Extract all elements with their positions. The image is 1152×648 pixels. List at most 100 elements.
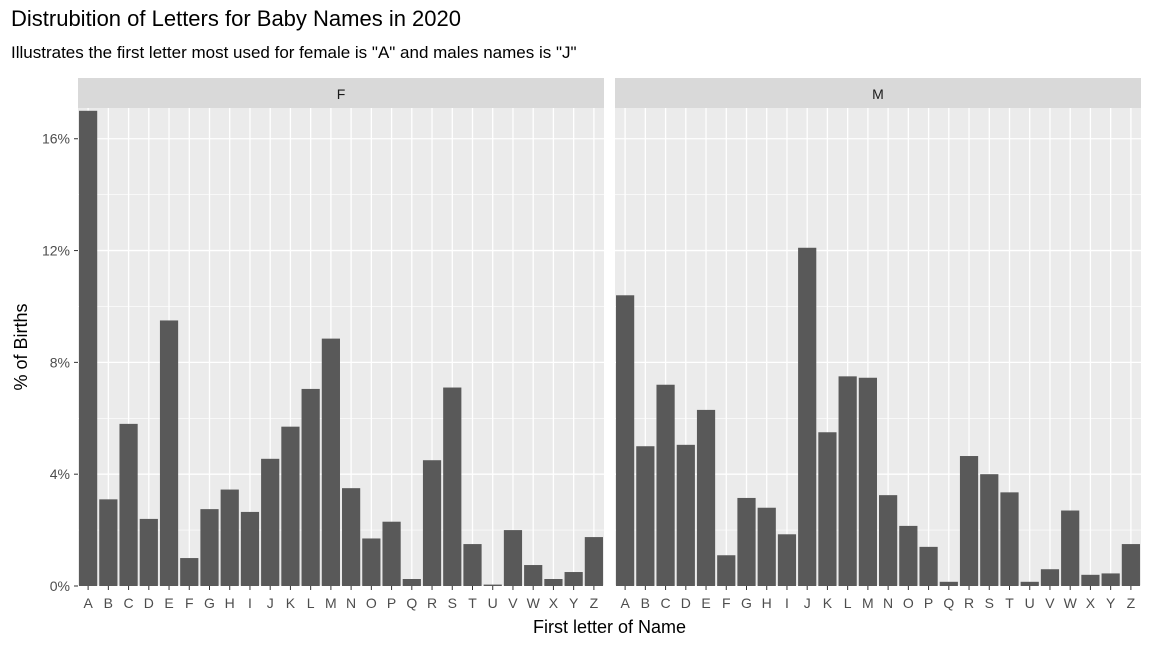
x-tick-label: G [204, 595, 215, 611]
bar-x [1081, 574, 1100, 586]
bar-n [879, 495, 898, 586]
bar-d [676, 444, 695, 586]
bar-j [261, 458, 280, 586]
x-tick-label: C [661, 595, 671, 611]
x-tick-label: E [164, 595, 173, 611]
bar-t [1000, 492, 1019, 586]
bar-z [584, 537, 603, 586]
bar-v [1040, 569, 1060, 586]
x-tick-label: Y [1106, 595, 1116, 611]
bar-f [180, 558, 199, 586]
bar-n [342, 488, 361, 586]
bar-a [616, 295, 635, 586]
bar-g [200, 509, 219, 586]
x-tick-label: X [1086, 595, 1096, 611]
facet-strip [615, 78, 1141, 108]
x-tick-label: U [1025, 595, 1035, 611]
bar-f [717, 555, 736, 586]
chart-subtitle: Illustrates the first letter most used f… [11, 43, 577, 62]
x-tick-label: J [267, 595, 274, 611]
x-tick-label: Q [406, 595, 417, 611]
y-tick-label: 4% [50, 466, 70, 482]
bar-e [159, 320, 179, 586]
x-tick-label: V [1045, 595, 1055, 611]
x-tick-label: R [427, 595, 437, 611]
x-tick-label: P [387, 595, 396, 611]
y-axis-title: % of Births [11, 303, 31, 390]
x-tick-label: T [468, 595, 477, 611]
bar-o [362, 538, 381, 586]
bar-r [959, 456, 979, 586]
bar-x [544, 579, 563, 586]
x-tick-label: J [804, 595, 811, 611]
bar-u [483, 584, 502, 586]
bar-w [524, 565, 543, 586]
bar-p [382, 521, 401, 586]
x-tick-label: X [549, 595, 559, 611]
bar-m [858, 377, 877, 586]
y-tick-label: 12% [42, 243, 70, 259]
x-tick-label: I [785, 595, 789, 611]
bar-o [899, 525, 918, 586]
x-tick-label: W [1064, 595, 1078, 611]
x-tick-label: V [508, 595, 518, 611]
x-tick-label: C [124, 595, 134, 611]
bar-i [777, 534, 797, 586]
x-tick-label: B [104, 595, 113, 611]
bar-s [980, 474, 999, 586]
bar-l [301, 388, 320, 586]
x-tick-label: L [844, 595, 852, 611]
x-tick-label: P [924, 595, 933, 611]
bar-g [737, 497, 756, 586]
bar-u [1020, 581, 1039, 586]
bar-y [1101, 573, 1120, 586]
x-tick-label: B [641, 595, 650, 611]
bar-e [696, 409, 716, 586]
bar-c [656, 384, 675, 586]
bar-m [321, 338, 340, 586]
x-tick-label: L [307, 595, 315, 611]
x-tick-label: D [144, 595, 154, 611]
bar-h [757, 507, 776, 586]
bar-y [564, 572, 583, 586]
x-tick-label: F [185, 595, 194, 611]
facet-label: M [872, 86, 884, 102]
x-tick-label: E [701, 595, 710, 611]
bar-q [402, 579, 421, 586]
bar-k [818, 432, 837, 586]
x-tick-label: A [83, 595, 93, 611]
x-tick-label: N [883, 595, 893, 611]
bar-q [939, 581, 958, 586]
x-tick-label: S [448, 595, 457, 611]
x-tick-label: O [903, 595, 914, 611]
x-tick-label: Z [1127, 595, 1136, 611]
x-tick-label: R [964, 595, 974, 611]
x-tick-label: A [620, 595, 630, 611]
x-tick-label: O [366, 595, 377, 611]
x-tick-label: K [286, 595, 296, 611]
facet-label: F [337, 86, 346, 102]
facet-strip [78, 78, 604, 108]
bar-c [119, 423, 138, 586]
x-tick-label: T [1005, 595, 1014, 611]
x-tick-label: N [346, 595, 356, 611]
x-tick-label: W [527, 595, 541, 611]
bar-i [240, 511, 260, 586]
x-tick-label: H [225, 595, 235, 611]
x-tick-label: F [722, 595, 731, 611]
bar-r [422, 460, 442, 586]
bar-d [139, 518, 158, 586]
bar-p [919, 546, 938, 586]
y-tick-label: 16% [42, 131, 70, 147]
bar-a [79, 110, 98, 586]
bar-w [1061, 510, 1080, 586]
bar-b [99, 499, 118, 586]
bar-h [220, 489, 239, 586]
x-tick-label: S [985, 595, 994, 611]
x-tick-label: G [741, 595, 752, 611]
bar-l [838, 376, 857, 586]
x-tick-label: M [862, 595, 874, 611]
x-tick-label: U [488, 595, 498, 611]
y-tick-label: 8% [50, 354, 70, 370]
